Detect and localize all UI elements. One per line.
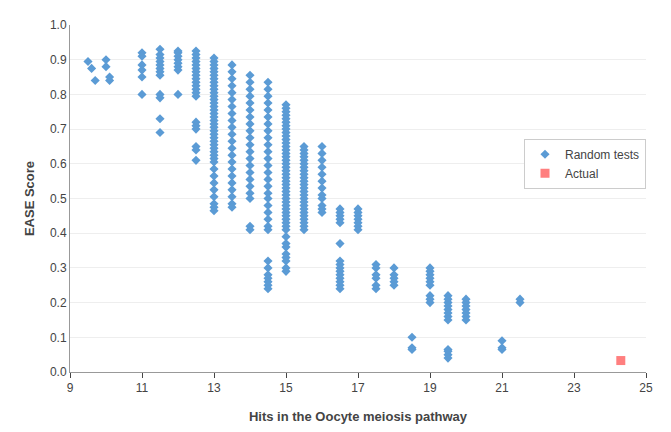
svg-text:1.0: 1.0 bbox=[50, 18, 67, 32]
svg-text:13: 13 bbox=[207, 381, 221, 395]
svg-text:25: 25 bbox=[639, 381, 653, 395]
svg-text:0.4: 0.4 bbox=[50, 226, 67, 240]
svg-text:0.5: 0.5 bbox=[50, 192, 67, 206]
svg-text:EASE Score: EASE Score bbox=[22, 161, 37, 236]
svg-text:0.8: 0.8 bbox=[50, 88, 67, 102]
svg-text:23: 23 bbox=[567, 381, 581, 395]
svg-text:Random tests: Random tests bbox=[565, 148, 639, 162]
svg-text:0.7: 0.7 bbox=[50, 122, 67, 136]
svg-text:0.2: 0.2 bbox=[50, 296, 67, 310]
svg-text:Actual: Actual bbox=[565, 167, 598, 181]
svg-text:0.6: 0.6 bbox=[50, 157, 67, 171]
svg-text:21: 21 bbox=[495, 381, 509, 395]
svg-text:0.0: 0.0 bbox=[50, 365, 67, 379]
svg-text:17: 17 bbox=[351, 381, 365, 395]
svg-text:0.1: 0.1 bbox=[50, 331, 67, 345]
svg-text:15: 15 bbox=[279, 381, 293, 395]
svg-text:11: 11 bbox=[136, 381, 149, 395]
svg-text:0.3: 0.3 bbox=[50, 261, 67, 275]
svg-text:19: 19 bbox=[423, 381, 437, 395]
svg-text:9: 9 bbox=[67, 381, 74, 395]
svg-text:0.9: 0.9 bbox=[50, 53, 67, 67]
svg-text:Hits in the Oocyte meiosis pat: Hits in the Oocyte meiosis pathway bbox=[249, 409, 468, 424]
